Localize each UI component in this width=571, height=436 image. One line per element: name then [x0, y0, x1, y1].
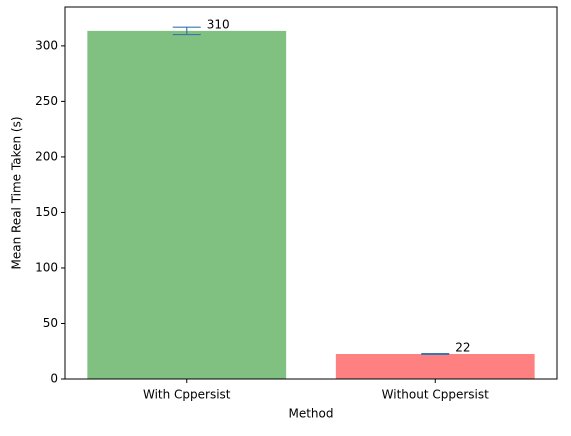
bar [335, 354, 535, 379]
y-tick-label: 150 [35, 205, 58, 219]
y-tick-label: 250 [35, 94, 58, 108]
y-tick-label: 300 [35, 38, 58, 52]
annotation: 22 [455, 341, 470, 355]
x-axis-label: Method [288, 407, 333, 421]
x-tick-label: With Cppersist [143, 388, 231, 402]
x-tick-label: Without Cppersist [382, 388, 489, 402]
annotation: 310 [207, 17, 230, 31]
y-axis-label: Mean Real Time Taken (s) [10, 116, 24, 269]
y-tick-label: 200 [35, 149, 58, 163]
y-tick-label: 50 [43, 316, 58, 330]
bar [87, 30, 287, 379]
y-tick-label: 0 [50, 372, 58, 386]
y-tick-label: 100 [35, 260, 58, 274]
plot-frame [64, 6, 558, 380]
